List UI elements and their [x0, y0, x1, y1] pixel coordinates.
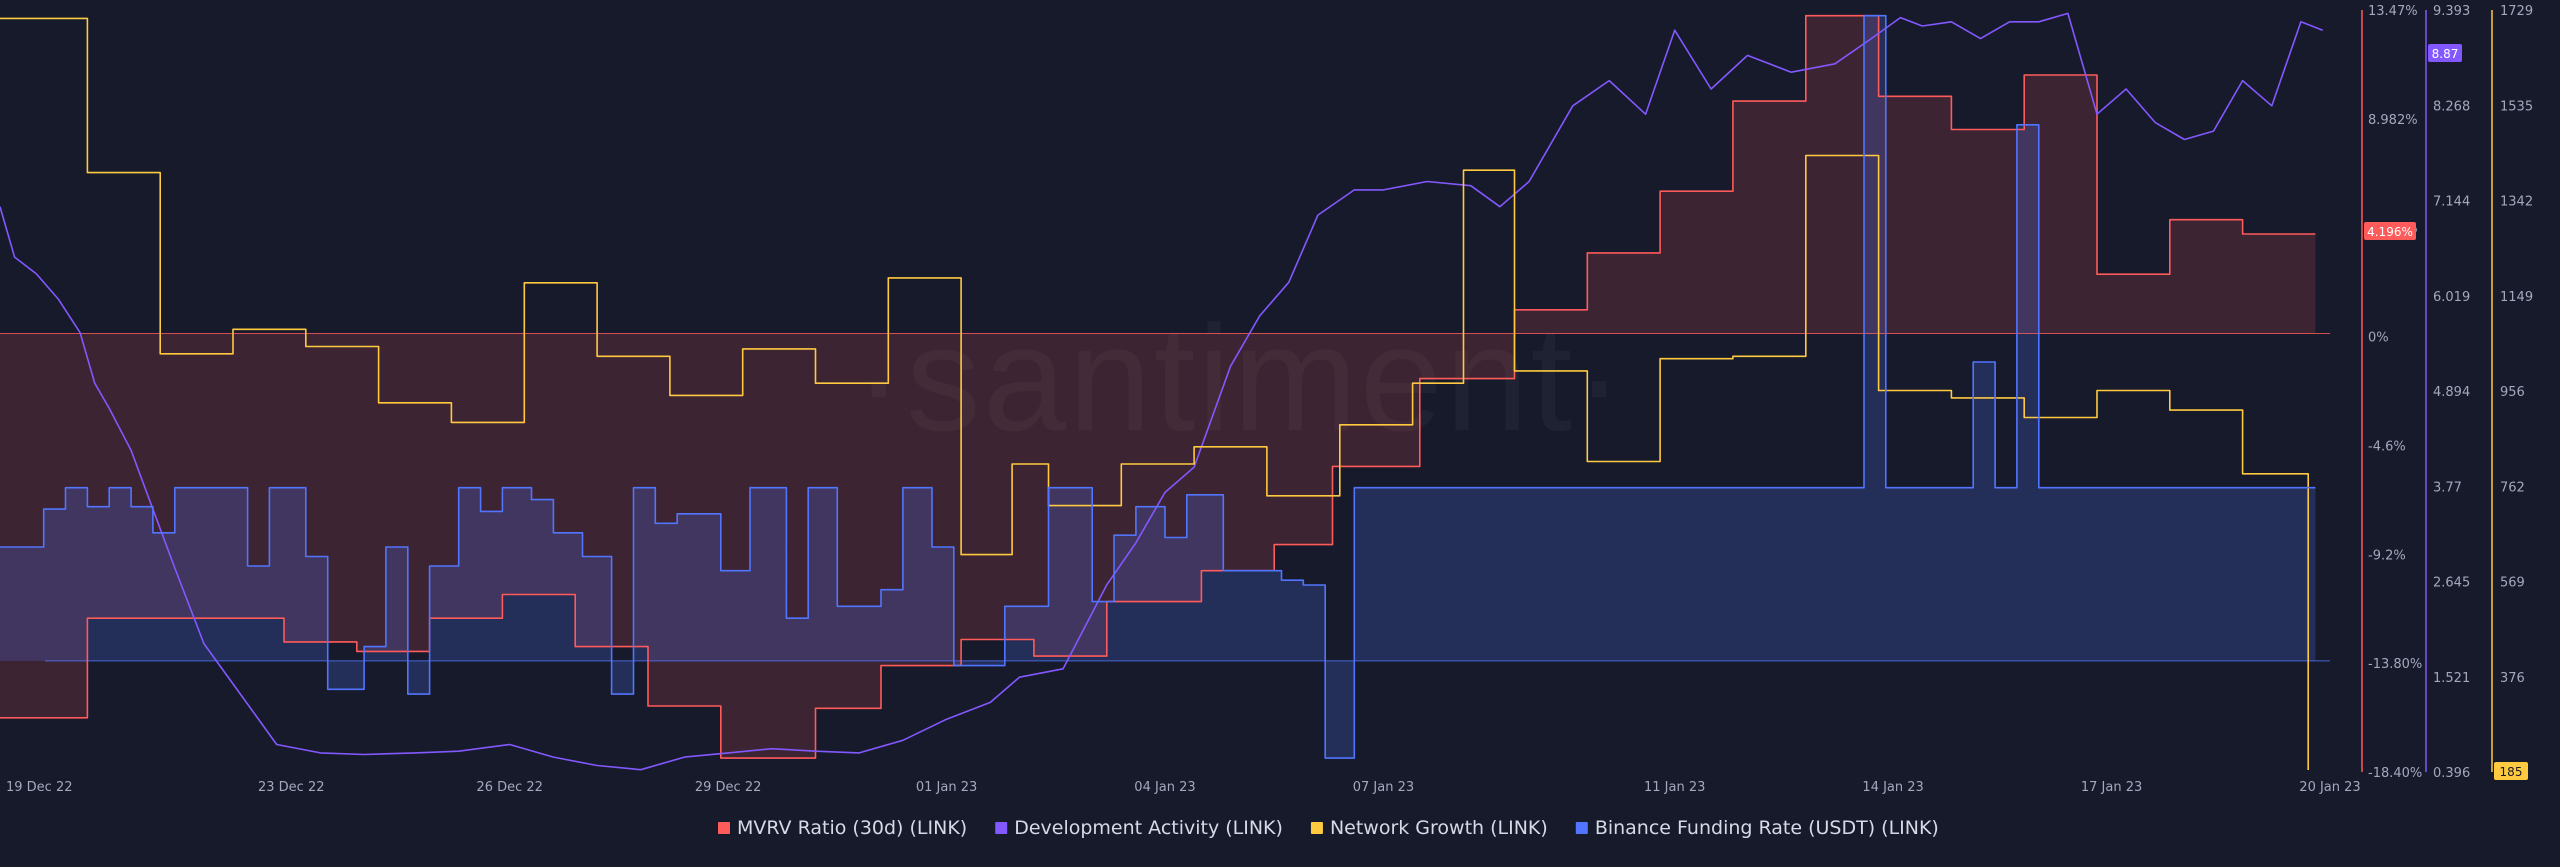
ytick-dev: 1.521: [2433, 671, 2470, 686]
ytick-dev: 3.77: [2433, 480, 2462, 495]
axis-badges: 4.196% 8.87 185: [2364, 44, 2528, 780]
ytick-mvrv: -4.6%: [2368, 439, 2406, 454]
ytick-network: 1149: [2500, 290, 2533, 305]
ytick-mvrv: -13.80%: [2368, 657, 2422, 672]
xtick-label: 14 Jan 23: [1862, 780, 1923, 795]
ytick-network: 376: [2500, 671, 2525, 686]
legend-swatch-funding: [1575, 822, 1588, 834]
xtick-label: 01 Jan 23: [916, 780, 977, 795]
xtick-label: 04 Jan 23: [1134, 780, 1195, 795]
ytick-mvrv: 8.982%: [2368, 113, 2418, 128]
ytick-mvrv: 13.47%: [2368, 4, 2418, 19]
xtick-label: 17 Jan 23: [2081, 780, 2142, 795]
x-axis-ticks: 19 Dec 22 23 Dec 22 26 Dec 22 29 Dec 22 01 J…: [6, 780, 2361, 795]
chart-fills: [0, 15, 2330, 759]
series-area-mvrv: [0, 15, 2316, 759]
legend-item-funding: Binance Funding Rate (USDT) (LINK): [1595, 817, 1939, 839]
legend-swatch-network: [1310, 822, 1323, 834]
chart-lines: [0, 12, 2323, 771]
ytick-dev: 0.396: [2433, 766, 2470, 781]
ytick-dev: 2.645: [2433, 576, 2470, 591]
series-area-funding: [0, 15, 2316, 759]
legend-item-network: Network Growth (LINK): [1330, 817, 1548, 839]
series-line-dev: [0, 12, 2323, 771]
ytick-dev: 6.019: [2433, 290, 2470, 305]
chart-axes: 13.47% 8.982% 4.196% 0% -4.6% -9.2% -13.80% -18…: [2361, 4, 2533, 781]
ytick-network: 1535: [2500, 99, 2533, 114]
badge-mvrv: 4.196%: [2367, 225, 2413, 239]
ytick-mvrv: -9.2%: [2368, 548, 2406, 563]
legend-item-dev: Development Activity (LINK): [1014, 817, 1283, 839]
ytick-network: 1342: [2500, 195, 2533, 210]
ytick-network: 569: [2500, 576, 2525, 591]
series-line-funding: [0, 14, 2316, 759]
xtick-label: 26 Dec 22: [476, 780, 543, 795]
ytick-dev: 4.894: [2433, 385, 2470, 400]
badge-bg-dev: [2428, 44, 2462, 62]
xtick-label: 20 Jan 23: [2299, 780, 2360, 795]
series-line-mvrv: [0, 14, 2316, 759]
xtick-label: 11 Jan 23: [1644, 780, 1705, 795]
ytick-dev: 7.144: [2433, 195, 2470, 210]
ytick-network: 1729: [2500, 4, 2533, 19]
ytick-mvrv: 0%: [2368, 331, 2389, 346]
ytick-mvrv: -18.40%: [2368, 766, 2422, 781]
ytick-dev: 9.393: [2433, 4, 2470, 19]
xtick-label: 19 Dec 22: [6, 780, 73, 795]
legend: MVRV Ratio (30d) (LINK) Development Activ…: [718, 817, 1939, 839]
badge-bg-network: [2494, 762, 2528, 780]
badge-dev: 8.87: [2432, 47, 2459, 61]
xtick-label: 23 Dec 22: [258, 780, 325, 795]
xtick-label: 29 Dec 22: [695, 780, 762, 795]
badge-network: 185: [2500, 765, 2523, 779]
xtick-label: 07 Jan 23: [1353, 780, 1414, 795]
legend-swatch-mvrv: [718, 822, 730, 834]
ytick-network: 956: [2500, 385, 2525, 400]
legend-swatch-dev: [995, 822, 1008, 834]
ytick-network: 762: [2500, 480, 2525, 495]
badge-bg-mvrv: [2364, 222, 2416, 240]
series-line-network: [0, 17, 2309, 770]
ytick-dev: 8.268: [2433, 99, 2470, 114]
legend-item-mvrv: MVRV Ratio (30d) (LINK): [737, 817, 967, 839]
